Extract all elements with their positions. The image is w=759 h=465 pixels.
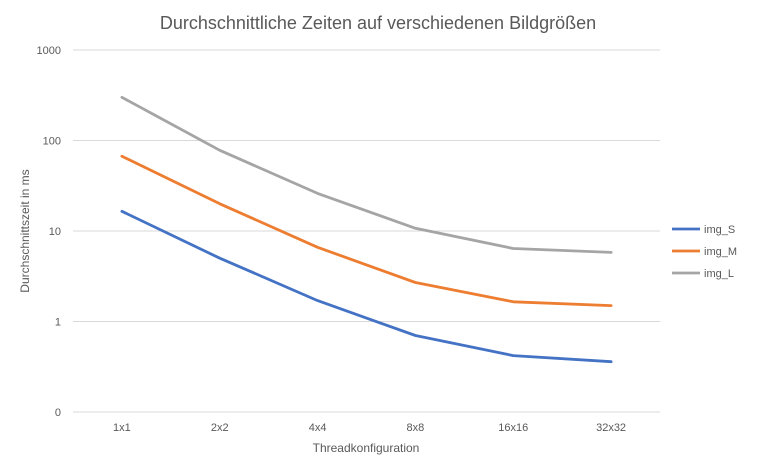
legend: img_S img_M img_L: [672, 224, 737, 280]
x-tick-label: 8x8: [407, 422, 425, 434]
series-line-img-l: [120, 95, 613, 254]
y-tick-label: 0: [55, 407, 61, 419]
x-axis-title: Threadkonfiguration: [313, 441, 420, 455]
y-axis-ticks: 0 1 10 100 1000: [37, 45, 61, 419]
x-tick-label: 2x2: [211, 422, 229, 434]
series-line-img-m: [120, 154, 613, 308]
legend-label: img_M: [704, 246, 737, 258]
chart-title: Durchschnittliche Zeiten auf verschieden…: [160, 13, 596, 33]
series-lines: [120, 95, 613, 364]
x-tick-label: 4x4: [309, 422, 327, 434]
y-tick-label: 10: [49, 226, 61, 238]
series-line-img-s: [120, 209, 613, 364]
x-tick-label: 1x1: [113, 422, 131, 434]
y-tick-label: 1: [55, 317, 61, 329]
y-axis-title: Durchschnittszeit in ms: [18, 169, 32, 292]
y-tick-label: 1000: [37, 45, 61, 57]
legend-label: img_L: [704, 268, 734, 280]
gridlines: [73, 49, 660, 413]
x-axis-ticks: 1x1 2x2 4x4 8x8 16x16 32x32: [113, 422, 626, 434]
x-tick-label: 32x32: [596, 422, 626, 434]
legend-label: img_S: [704, 224, 735, 236]
y-tick-label: 100: [43, 136, 61, 148]
x-tick-label: 16x16: [498, 422, 528, 434]
